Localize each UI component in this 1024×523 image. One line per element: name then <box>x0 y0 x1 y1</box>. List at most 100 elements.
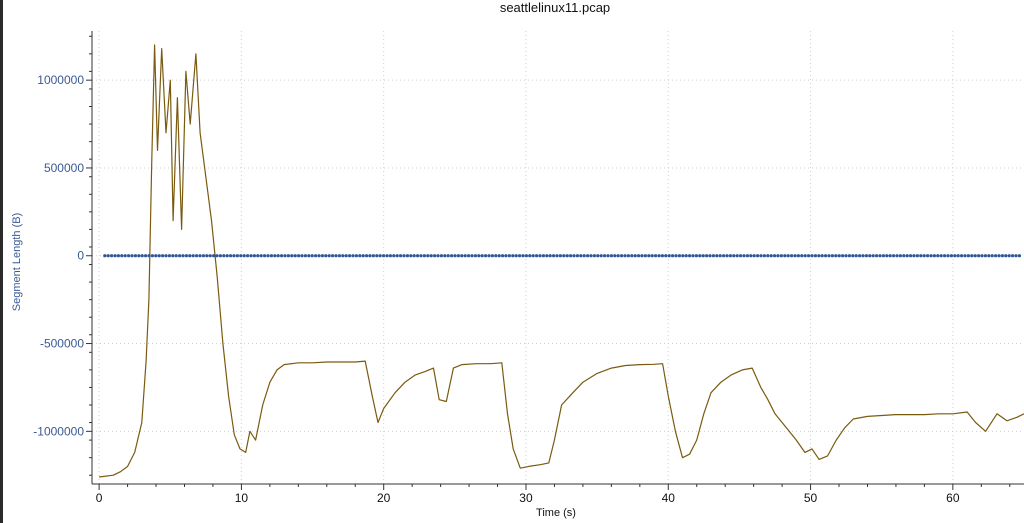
zero-point <box>290 254 294 258</box>
zero-point <box>946 254 950 258</box>
zero-point <box>943 254 947 258</box>
zero-point <box>286 254 290 258</box>
zero-point <box>864 254 869 258</box>
zero-point <box>956 254 960 258</box>
zero-point <box>280 254 284 258</box>
zero-point <box>963 254 967 258</box>
zero-point <box>399 254 403 258</box>
zero-point <box>711 254 716 258</box>
x-tick-label: 20 <box>377 491 391 505</box>
zero-point <box>820 254 824 258</box>
zero-point <box>926 254 930 258</box>
zero-point <box>422 254 426 258</box>
zero-point <box>1007 254 1011 258</box>
zero-point <box>796 254 801 258</box>
zero-point <box>674 254 678 258</box>
zero-point <box>803 254 807 258</box>
zero-point <box>487 254 491 258</box>
zero-point <box>762 254 767 258</box>
zero-point <box>276 254 280 258</box>
zero-point <box>531 254 535 258</box>
zero-point <box>630 254 634 258</box>
zero-point <box>650 254 654 258</box>
segment-length-series-line <box>99 44 1024 478</box>
zero-point <box>773 254 777 258</box>
zero-point <box>949 254 954 258</box>
zero-point <box>691 254 695 258</box>
zero-point <box>562 254 566 258</box>
zero-point <box>722 254 726 258</box>
zero-point <box>205 254 209 258</box>
zero-point <box>626 254 631 258</box>
zero-point <box>898 254 903 258</box>
zero-point <box>164 254 168 258</box>
zero-point <box>283 254 287 258</box>
zero-point <box>222 254 226 258</box>
y-tick-label: 0 <box>77 249 84 263</box>
zero-point <box>932 254 937 258</box>
zero-point <box>348 254 352 258</box>
zero-point <box>456 254 460 258</box>
zero-point <box>467 254 471 258</box>
zero-point <box>242 254 246 258</box>
zero-point <box>739 254 743 258</box>
zero-point <box>504 254 508 258</box>
zero-point <box>167 254 171 258</box>
zero-point <box>524 254 529 258</box>
x-tick-label: 40 <box>662 491 676 505</box>
zero-point <box>905 254 909 258</box>
zero-point <box>759 254 763 258</box>
zero-point <box>660 254 665 258</box>
zero-point <box>365 254 369 258</box>
zero-point <box>637 254 641 258</box>
zero-point <box>218 254 222 258</box>
segment-length-line <box>99 44 1024 478</box>
zero-point <box>511 254 515 258</box>
zero-point <box>212 254 216 258</box>
zero-point <box>718 254 722 258</box>
zero-point <box>987 254 991 258</box>
zero-point <box>188 254 192 258</box>
zero-point <box>681 254 685 258</box>
zero-point <box>779 254 784 258</box>
zero-point <box>225 254 229 258</box>
zero-point <box>497 254 501 258</box>
x-tick-label: 30 <box>519 491 533 505</box>
zero-point <box>256 254 260 258</box>
zero-point <box>433 254 437 258</box>
zero-point <box>868 254 872 258</box>
zero-point <box>402 254 406 258</box>
zero-point <box>1000 254 1005 258</box>
zero-point <box>307 254 311 258</box>
zero-point <box>790 254 794 258</box>
zero-point <box>195 254 199 258</box>
zero-point <box>178 254 182 258</box>
zero-point <box>623 254 627 258</box>
zero-point <box>973 254 977 258</box>
zero-point <box>939 254 943 258</box>
zero-point <box>861 254 865 258</box>
zero-point <box>793 254 797 258</box>
zero-point <box>922 254 926 258</box>
zero-point <box>263 254 267 258</box>
zero-point <box>382 254 386 258</box>
zero-point <box>416 254 420 258</box>
zero-point <box>293 254 297 258</box>
zero-point <box>446 254 450 258</box>
zero-point <box>133 254 137 258</box>
x-tick-label: 0 <box>96 491 103 505</box>
zero-point <box>409 254 413 258</box>
zero-point <box>266 254 270 258</box>
zero-point <box>807 254 811 258</box>
zero-point <box>990 254 994 258</box>
x-axis-label: Time (s) <box>536 507 576 519</box>
zero-point <box>436 254 440 258</box>
zero-point <box>667 254 671 258</box>
zero-point <box>429 254 433 258</box>
zero-point <box>317 254 321 258</box>
x-tick-label: 50 <box>804 491 818 505</box>
zero-point <box>575 254 580 258</box>
zero-point <box>341 254 345 258</box>
zero-point <box>137 254 141 258</box>
zero-point <box>592 254 597 258</box>
